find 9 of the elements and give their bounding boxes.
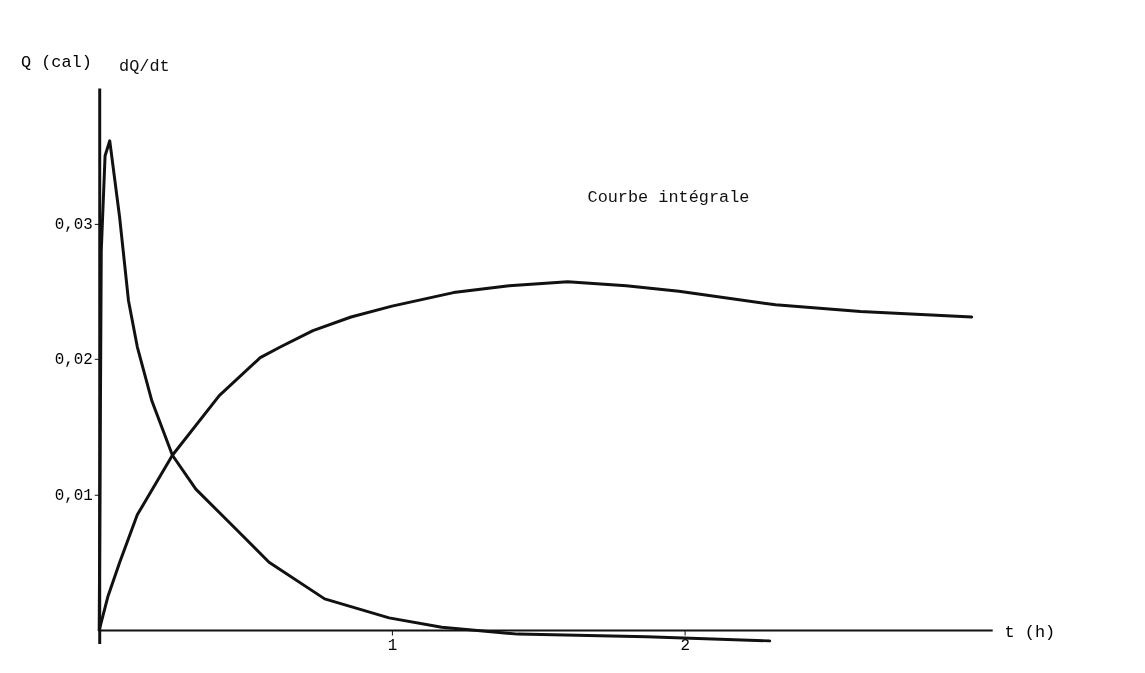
text: Courbe intégrale — [587, 188, 750, 208]
y-tick-label: 0,03 — [54, 215, 93, 234]
text: dQ/dt — [119, 57, 170, 77]
x-tick-label: 1 — [387, 637, 398, 656]
x-tick-label: 2 — [680, 637, 691, 656]
x-axis-title: t (h) — [1004, 623, 1056, 643]
y-tick-label: 0,02 — [54, 351, 93, 370]
y-axis-title: Q (cal) — [20, 52, 92, 72]
y-tick-label: 0,01 — [54, 486, 93, 505]
